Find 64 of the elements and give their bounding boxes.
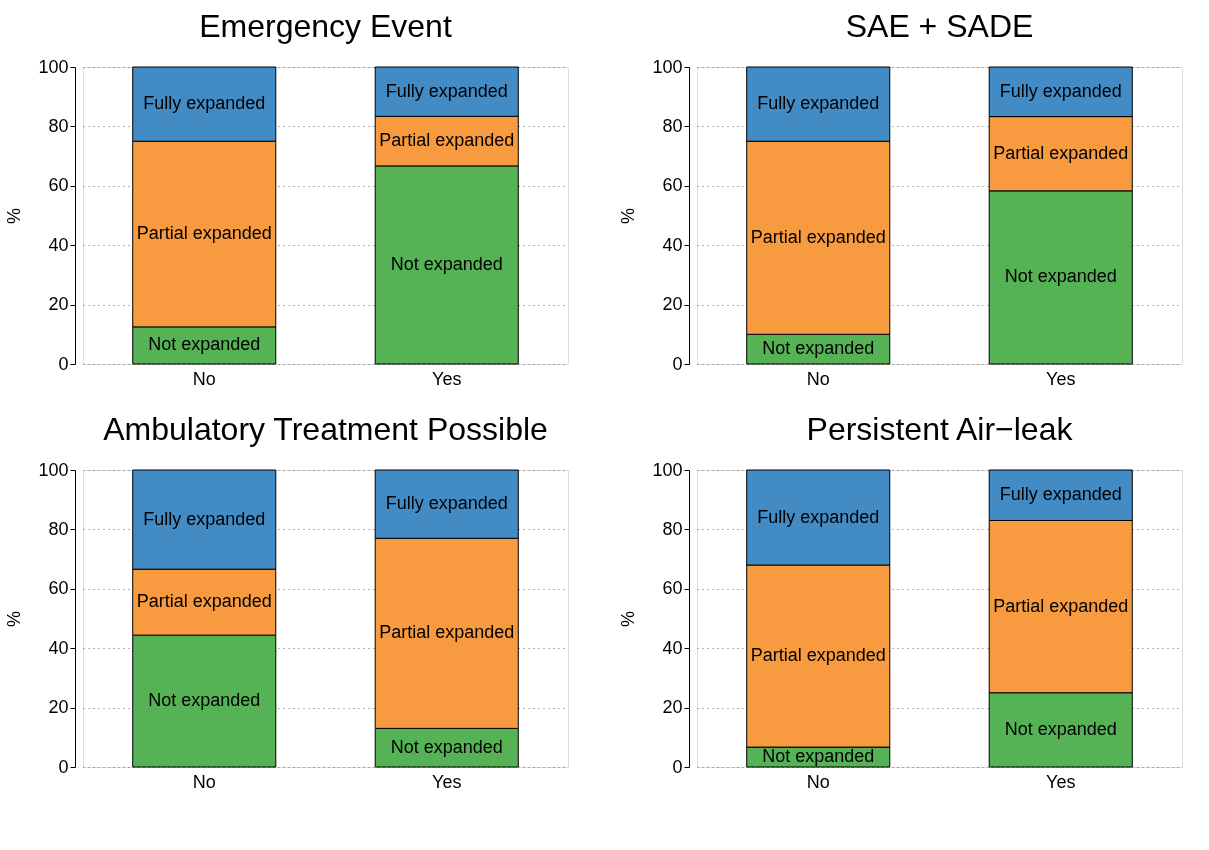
x-tick-label: No xyxy=(192,771,216,792)
text: Fully expanded xyxy=(999,484,1122,505)
y-axis-title: % xyxy=(618,207,639,225)
text: Not expanded xyxy=(1004,266,1117,287)
series-label: Partial expanded xyxy=(136,591,272,612)
y-tick-label: 20 xyxy=(662,697,683,718)
series-label: Not expanded xyxy=(762,338,875,359)
chart-title: Ambulatory Treatment Possible xyxy=(103,411,548,447)
y-tick-label: 80 xyxy=(48,115,69,136)
series-label: Not expanded xyxy=(390,736,503,757)
y-tick-label: 0 xyxy=(672,353,683,374)
y-tick-label: 60 xyxy=(48,175,69,196)
y-tick-label: 0 xyxy=(58,353,69,374)
y-tick-label: 20 xyxy=(48,697,69,718)
x-tick-label: No xyxy=(806,771,830,792)
text: Partial expanded xyxy=(379,130,515,151)
y-tick-label: 0 xyxy=(58,756,69,777)
y-tick-label: 80 xyxy=(662,115,683,136)
y-tick-label: 80 xyxy=(662,518,683,539)
text: Not expanded xyxy=(1004,718,1117,739)
y-tick-label: 100 xyxy=(38,56,69,77)
x-tick-label: No xyxy=(192,368,216,389)
y-tick-label: 40 xyxy=(48,234,69,255)
y-tick-label: 20 xyxy=(48,294,69,315)
series-label: Fully expanded xyxy=(385,80,508,101)
y-tick-label: 40 xyxy=(48,637,69,658)
chart-title: SAE + SADE xyxy=(845,8,1034,44)
x-tick-label: Yes xyxy=(432,771,462,792)
text: Not expanded xyxy=(148,690,261,711)
series-label: Partial expanded xyxy=(750,226,886,247)
y-tick-label: 100 xyxy=(652,459,683,480)
series-label: Partial expanded xyxy=(750,645,886,666)
y-tick-label: 80 xyxy=(48,518,69,539)
text: Partial expanded xyxy=(993,595,1129,616)
text: Fully expanded xyxy=(143,93,266,114)
y-tick-label: 20 xyxy=(662,294,683,315)
series-label: Partial expanded xyxy=(136,223,272,244)
y-tick-label: 0 xyxy=(672,756,683,777)
series-label: Fully expanded xyxy=(757,93,880,114)
series-label: Not expanded xyxy=(148,334,261,355)
x-tick-label: Yes xyxy=(1046,368,1076,389)
y-tick-label: 100 xyxy=(38,459,69,480)
y-tick-label: 40 xyxy=(662,637,683,658)
y-tick-label: 100 xyxy=(652,56,683,77)
text: Fully expanded xyxy=(143,508,266,529)
chart-title: Persistent Air−leak xyxy=(806,411,1074,447)
text: Fully expanded xyxy=(999,80,1122,101)
x-tick-label: No xyxy=(806,368,830,389)
series-label: Fully expanded xyxy=(385,493,508,514)
y-tick-label: 60 xyxy=(48,578,69,599)
chart-title: Emergency Event xyxy=(199,8,452,44)
series-label: Not expanded xyxy=(762,746,875,767)
y-tick-label: 60 xyxy=(662,175,683,196)
series-label: Fully expanded xyxy=(757,506,880,527)
text: Partial expanded xyxy=(379,622,515,643)
y-tick-label: 60 xyxy=(662,578,683,599)
y-axis-title: % xyxy=(4,610,25,628)
y-axis-title: % xyxy=(4,207,25,225)
x-tick-label: Yes xyxy=(1046,771,1076,792)
x-tick-label: Yes xyxy=(432,368,462,389)
y-tick-label: 40 xyxy=(662,234,683,255)
text: Not expanded xyxy=(390,253,503,274)
text: Partial expanded xyxy=(993,142,1129,163)
y-axis-title: % xyxy=(618,610,639,628)
